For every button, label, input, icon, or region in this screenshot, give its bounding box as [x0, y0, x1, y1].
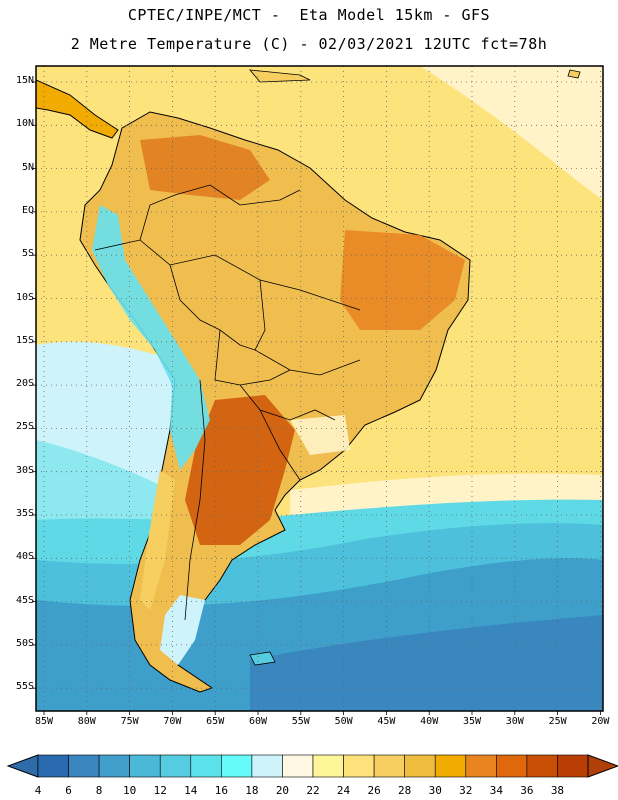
lat-label: 10S [15, 291, 34, 303]
lon-label: 25W [548, 716, 567, 727]
lat-label: EQ [21, 204, 34, 216]
lat-label: 5N [21, 161, 34, 173]
colorbar-swatch [373, 754, 405, 778]
colorbar-swatch [68, 754, 100, 778]
colorbar-label: 24 [336, 784, 351, 797]
colorbar-label: 18 [245, 784, 259, 797]
colorbar-label: 26 [367, 784, 381, 797]
lon-label: 80W [77, 716, 96, 727]
colorbar-over-arrow [587, 754, 618, 778]
colorbar-swatch [221, 754, 253, 778]
lat-label: 45S [15, 594, 34, 606]
lon-label: 40W [420, 716, 439, 727]
ocean-band-north-atlantic [420, 66, 603, 200]
chile-south [140, 470, 175, 610]
colorbar-swatch [37, 754, 69, 778]
map-subtitle: 2 Metre Temperature (C) - 02/03/2021 12U… [70, 35, 548, 53]
country-borders [94, 184, 361, 621]
colorbar-under-arrow [6, 754, 39, 778]
colorbar-label: 20 [275, 784, 290, 797]
colorbar-label: 12 [153, 784, 167, 797]
colorbar-label: 30 [428, 784, 442, 797]
lon-label: 20W [591, 716, 610, 727]
colorbar-swatch [251, 754, 283, 778]
lat-label: 20S [15, 378, 34, 390]
lon-label: 50W [334, 716, 353, 727]
colorbar-label: 6 [65, 784, 72, 797]
lon-label: 30W [505, 716, 524, 727]
central-america-land [36, 79, 119, 139]
colorbar-swatch [282, 754, 314, 778]
lat-label: 55S [15, 681, 34, 693]
lat-label: 15N [15, 75, 34, 86]
colorbar-label: 36 [520, 784, 534, 797]
hot-area-chaco-pampas [185, 395, 295, 545]
map-frame [35, 65, 604, 712]
colorbar-label: 38 [550, 784, 565, 797]
colorbar-swatch [190, 754, 222, 778]
colorbar-label: 14 [184, 784, 198, 797]
colorbar-label: 8 [95, 784, 103, 797]
mild-area-southern-brazil [290, 415, 350, 455]
colorbar-swatch [159, 754, 192, 778]
colorbar-swatch [557, 754, 589, 778]
colorbar-swatch [496, 754, 528, 778]
lon-label: 55W [291, 716, 310, 727]
lon-label: 75W [120, 716, 139, 727]
map-title: CPTEC/INPE/MCT - Eta Model 15km - GFS [127, 6, 491, 24]
colorbar-swatch [98, 754, 130, 778]
caribbean-island [249, 69, 311, 83]
colorbar-label: 16 [214, 784, 228, 797]
lon-label: 85W [34, 716, 54, 727]
lat-label: 10N [15, 118, 34, 130]
lon-label: 35W [462, 716, 482, 727]
colorbar-swatch [343, 754, 375, 778]
colorbar [6, 754, 618, 778]
lesser-antilles-island [567, 69, 581, 79]
colorbar-label: 34 [489, 784, 503, 797]
lat-label: 25S [15, 421, 34, 433]
colorbar-swatch [129, 754, 161, 778]
lon-label: 60W [248, 716, 268, 727]
lat-label: 30S [15, 464, 34, 476]
lon-label: 65W [206, 716, 225, 727]
colorbar-label: 10 [123, 784, 137, 797]
lon-label: 70W [163, 716, 182, 727]
lat-label: 50S [15, 637, 34, 649]
lon-label: 45W [377, 716, 396, 727]
lat-label: 40S [15, 551, 34, 563]
colorbar-label: 4 [34, 784, 42, 797]
colorbar-swatch [526, 754, 558, 778]
patagonia-cool [160, 595, 205, 665]
andes-cool-ridge [92, 205, 210, 470]
falkland-islands [249, 651, 276, 666]
colorbar-swatch [434, 754, 467, 778]
colorbar-label: 32 [459, 784, 473, 797]
lat-label: 5S [21, 248, 34, 260]
colorbar-label: 28 [398, 784, 412, 797]
colorbar-swatch [312, 754, 344, 778]
colorbar-swatch [404, 754, 436, 778]
colorbar-label: 22 [306, 784, 320, 797]
colorbar-swatch [465, 754, 497, 778]
lat-label: 35S [15, 508, 34, 519]
lat-label: 15S [15, 334, 34, 346]
